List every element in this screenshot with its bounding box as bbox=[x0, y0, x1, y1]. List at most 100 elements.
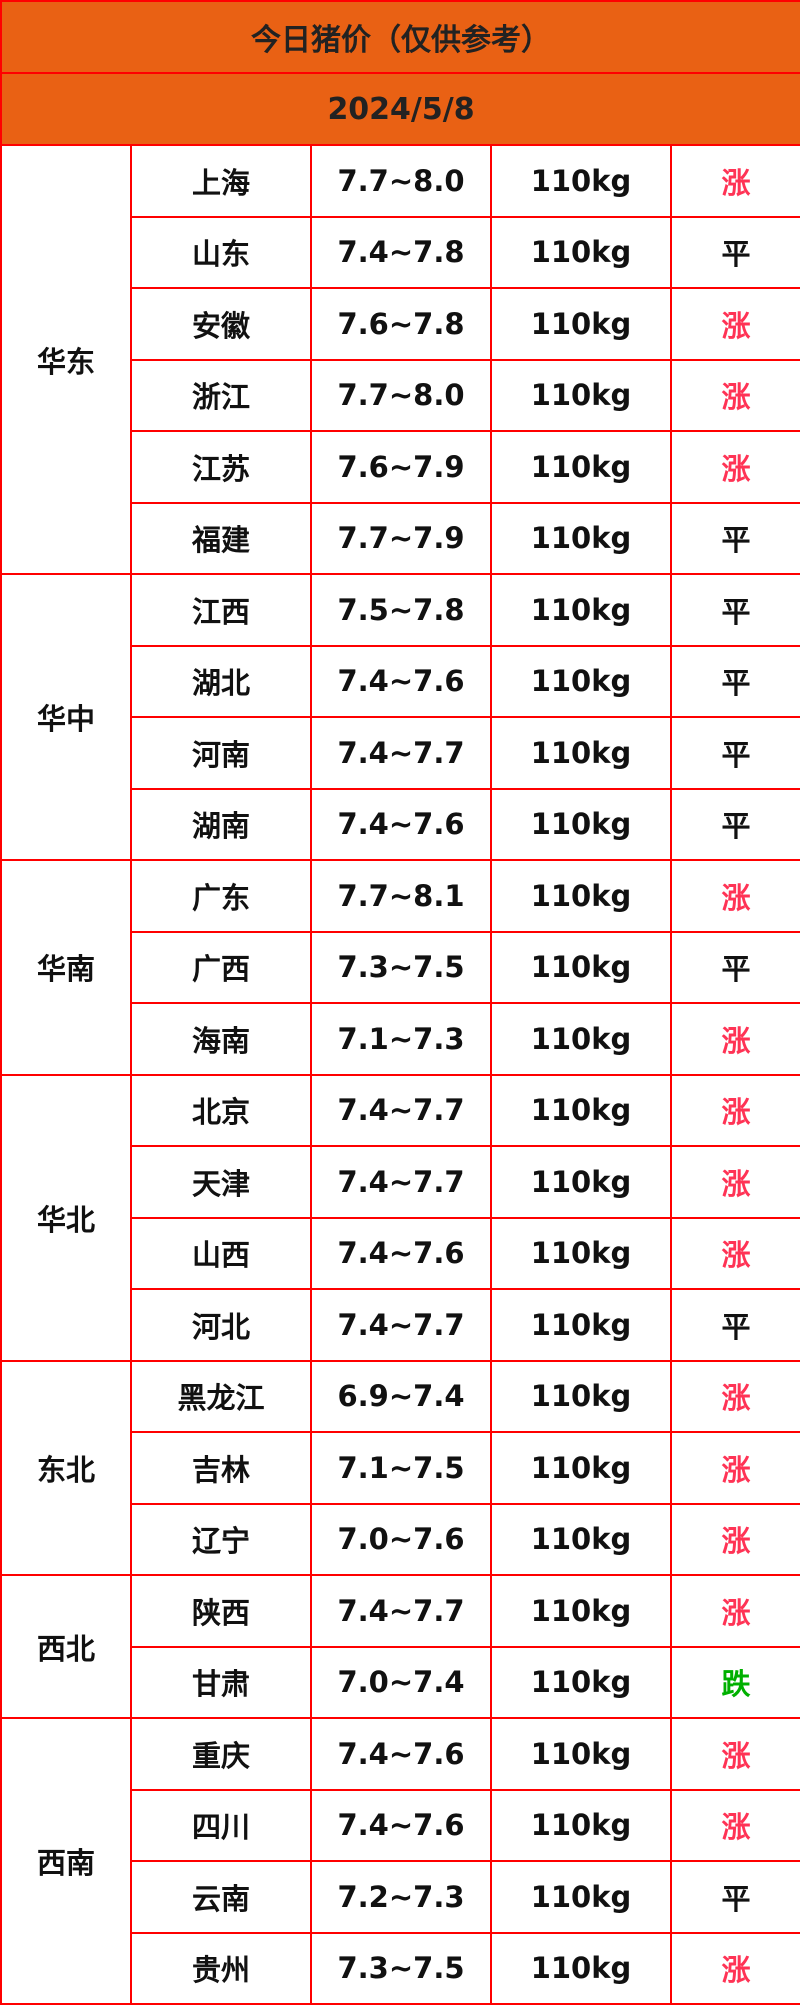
table-row: 东北 黑龙江 6.9~7.4 110kg 涨 bbox=[0, 1359, 800, 1576]
province-cell: 云南 bbox=[130, 1860, 312, 1934]
price-cell: 7.5~7.8 bbox=[310, 573, 492, 647]
table-row: 华东 上海 7.7~8.0 110kg 涨 bbox=[0, 144, 800, 575]
price-cell: 7.3~7.5 bbox=[310, 1931, 492, 2005]
trend-cell: 平 bbox=[669, 930, 800, 1004]
price-cell: 7.2~7.3 bbox=[310, 1860, 492, 1934]
price-cell: 7.4~7.8 bbox=[310, 215, 492, 289]
price-cell: 7.4~7.7 bbox=[310, 716, 492, 790]
weight-cell: 110kg bbox=[490, 1860, 672, 1934]
table-row: 云南 7.2~7.3 110kg 平 bbox=[1, 1860, 800, 1934]
trend-cell: 平 bbox=[669, 1288, 800, 1362]
table-row: 江苏 7.6~7.9 110kg 涨 bbox=[1, 430, 800, 504]
province-cell: 贵州 bbox=[130, 1931, 312, 2005]
trend-cell: 平 bbox=[669, 1860, 800, 1934]
province-cell: 陕西 bbox=[130, 1574, 312, 1648]
province-cell: 河南 bbox=[130, 716, 312, 790]
price-cell: 7.4~7.7 bbox=[310, 1288, 492, 1362]
weight-cell: 110kg bbox=[490, 930, 672, 1004]
region-cell: 西北 bbox=[0, 1574, 132, 1719]
trend-cell: 涨 bbox=[669, 1717, 800, 1791]
table-row: 天津 7.4~7.7 110kg 涨 bbox=[1, 1145, 800, 1219]
weight-cell: 110kg bbox=[490, 1788, 672, 1862]
weight-cell: 110kg bbox=[490, 501, 672, 575]
table-row: 华中 江西 7.5~7.8 110kg 平 bbox=[0, 573, 800, 861]
weight-cell: 110kg bbox=[490, 573, 672, 647]
region-cell: 华南 bbox=[0, 859, 132, 1076]
table-row: 山西 7.4~7.6 110kg 涨 bbox=[1, 1216, 800, 1290]
table-row: 海南 7.1~7.3 110kg 涨 bbox=[1, 1002, 800, 1076]
price-cell: 7.4~7.6 bbox=[310, 787, 492, 861]
price-cell: 7.4~7.7 bbox=[310, 1073, 492, 1147]
trend-cell: 涨 bbox=[669, 287, 800, 361]
weight-cell: 110kg bbox=[490, 1216, 672, 1290]
weight-cell: 110kg bbox=[490, 1931, 672, 2005]
province-cell: 甘肃 bbox=[130, 1645, 312, 1719]
trend-cell: 平 bbox=[669, 644, 800, 718]
table-row: 湖南 7.4~7.6 110kg 平 bbox=[1, 787, 800, 861]
region-cell: 华北 bbox=[0, 1073, 132, 1362]
province-cell: 河北 bbox=[130, 1288, 312, 1362]
table-row: 吉林 7.1~7.5 110kg 涨 bbox=[1, 1431, 800, 1505]
weight-cell: 110kg bbox=[490, 1359, 672, 1433]
price-cell: 7.4~7.6 bbox=[310, 644, 492, 718]
province-cell: 辽宁 bbox=[130, 1502, 312, 1576]
province-cell: 广西 bbox=[130, 930, 312, 1004]
province-cell: 山东 bbox=[130, 215, 312, 289]
table-row: 广西 7.3~7.5 110kg 平 bbox=[1, 930, 800, 1004]
province-cell: 湖北 bbox=[130, 644, 312, 718]
province-cell: 安徽 bbox=[130, 287, 312, 361]
weight-cell: 110kg bbox=[490, 859, 672, 933]
weight-cell: 110kg bbox=[490, 1073, 672, 1147]
province-cell: 天津 bbox=[130, 1145, 312, 1219]
trend-cell: 平 bbox=[669, 573, 800, 647]
weight-cell: 110kg bbox=[490, 287, 672, 361]
province-cell: 山西 bbox=[130, 1216, 312, 1290]
table-row: 甘肃 7.0~7.4 110kg 跌 bbox=[1, 1645, 800, 1719]
table-row: 安徽 7.6~7.8 110kg 涨 bbox=[1, 287, 800, 361]
province-cell: 四川 bbox=[130, 1788, 312, 1862]
trend-cell: 平 bbox=[669, 787, 800, 861]
table-row: 西南 重庆 7.4~7.6 110kg 涨 bbox=[0, 1717, 800, 2005]
trend-cell: 涨 bbox=[669, 1145, 800, 1219]
region-cell: 华中 bbox=[0, 573, 132, 861]
province-cell: 浙江 bbox=[130, 358, 312, 432]
table-row: 四川 7.4~7.6 110kg 涨 bbox=[1, 1788, 800, 1862]
weight-cell: 110kg bbox=[490, 1502, 672, 1576]
table-row: 西北 陕西 7.4~7.7 110kg 涨 bbox=[0, 1574, 800, 1719]
region-cell: 西南 bbox=[0, 1717, 132, 2005]
trend-cell: 平 bbox=[669, 716, 800, 790]
weight-cell: 110kg bbox=[490, 644, 672, 718]
province-cell: 吉林 bbox=[130, 1431, 312, 1505]
table-row: 河北 7.4~7.7 110kg 平 bbox=[1, 1288, 800, 1362]
weight-cell: 110kg bbox=[490, 144, 672, 218]
price-cell: 7.4~7.6 bbox=[310, 1717, 492, 1791]
table-row: 辽宁 7.0~7.6 110kg 涨 bbox=[1, 1502, 800, 1576]
province-cell: 福建 bbox=[130, 501, 312, 575]
region-cell: 东北 bbox=[0, 1359, 132, 1576]
trend-cell: 涨 bbox=[669, 1502, 800, 1576]
price-cell: 7.4~7.7 bbox=[310, 1574, 492, 1648]
weight-cell: 110kg bbox=[490, 1288, 672, 1362]
price-cell: 7.4~7.7 bbox=[310, 1145, 492, 1219]
price-cell: 7.1~7.5 bbox=[310, 1431, 492, 1505]
trend-cell: 涨 bbox=[669, 1788, 800, 1862]
trend-cell: 涨 bbox=[669, 1931, 800, 2005]
price-cell: 7.6~7.9 bbox=[310, 430, 492, 504]
trend-cell: 平 bbox=[669, 215, 800, 289]
weight-cell: 110kg bbox=[490, 1431, 672, 1505]
province-cell: 上海 bbox=[130, 144, 312, 218]
trend-cell: 涨 bbox=[669, 358, 800, 432]
price-cell: 7.0~7.4 bbox=[310, 1645, 492, 1719]
table-row: 浙江 7.7~8.0 110kg 涨 bbox=[1, 358, 800, 432]
table-row: 福建 7.7~7.9 110kg 平 bbox=[1, 501, 800, 575]
trend-cell: 涨 bbox=[669, 1073, 800, 1147]
table-row: 山东 7.4~7.8 110kg 平 bbox=[1, 215, 800, 289]
table-row: 华南 广东 7.7~8.1 110kg 涨 bbox=[0, 859, 800, 1076]
price-cell: 7.0~7.6 bbox=[310, 1502, 492, 1576]
weight-cell: 110kg bbox=[490, 215, 672, 289]
weight-cell: 110kg bbox=[490, 1145, 672, 1219]
trend-cell: 涨 bbox=[669, 1216, 800, 1290]
trend-cell: 涨 bbox=[669, 430, 800, 504]
weight-cell: 110kg bbox=[490, 1574, 672, 1648]
